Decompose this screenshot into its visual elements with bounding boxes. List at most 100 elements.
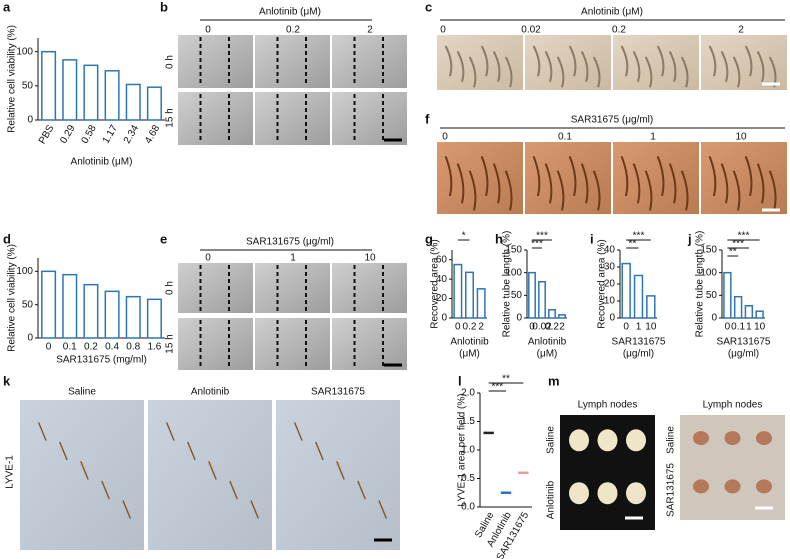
x-axis-label: Anlotinib [528,337,567,348]
column-label: 10 [364,253,376,264]
panel-letter: b [160,0,168,14]
y-tick-label: 0 [711,313,717,324]
y-tick-label: 100 [700,267,717,278]
micrograph [613,35,699,90]
micrograph [255,92,330,145]
panel-title: Anlotinib (μM) [581,7,643,18]
y-tick-label: 20 [436,293,448,304]
x-tick-label: 0 [46,342,52,353]
significance-label: *** [531,239,543,250]
panel-letter: g [425,231,433,246]
panel-title: Lymph nodes [578,400,638,411]
x-axis-label: (μM) [537,349,558,360]
row-label: LYVE-1 [5,455,16,489]
y-axis-label: LYVE-1 area per field (%) [457,393,468,506]
tube-structure [756,163,765,204]
y-tick-label: 60 [436,254,448,265]
x-tick-label: 1.6 [147,342,161,353]
photo [680,415,785,520]
bar [744,305,754,319]
y-tick-label: 150 [700,245,717,256]
bar [548,309,556,319]
panel-title: SAR131675 (μg/ml) [246,237,334,248]
lymph-node [756,431,772,446]
tube-structure [680,170,689,211]
x-tick-label: 1 [636,322,642,333]
tube-structure [668,163,677,204]
panel-letter: c [425,0,432,14]
bar [453,263,463,319]
bar [83,64,99,121]
vessel-stain [37,422,47,441]
column-label: 0 [205,253,211,264]
x-tick-label: 0 [725,322,731,333]
tube-structure [444,156,453,197]
y-tick-label: 50 [706,290,718,301]
micrograph [148,400,272,550]
panel-letter: j [687,231,692,246]
y-tick-label: 30 [604,262,616,273]
tube-structure [492,163,501,204]
micrograph [437,142,523,214]
tube-structure [532,45,541,77]
x-tick-label: 0 [455,322,461,333]
row-label: Anlotinib [546,480,557,519]
column-label: 0 [442,132,448,143]
tube-structure [532,156,541,197]
tube-structure [592,56,601,88]
bar [62,273,78,339]
x-axis-label: Anlotinib [450,337,489,348]
significance-label: ** [502,374,510,385]
y-tick-label: 0 [516,313,522,324]
y-tick-label: 40 [436,274,448,285]
bar [125,295,141,339]
x-axis-label: (μg/ml) [728,349,759,360]
x-tick-label: 1 [746,322,752,333]
x-tick-label: 0.58 [80,123,99,146]
x-tick-label: 4.68 [143,123,162,146]
bar [146,86,162,121]
bar [621,262,631,319]
micrograph [525,142,611,214]
vessel-stain [378,500,388,519]
tube-structure [768,170,777,211]
micrograph [178,92,253,145]
tube-structure [680,56,689,88]
micrograph [332,92,407,145]
column-label: 1 [650,132,656,143]
x-axis-label: SAR131675 [717,337,771,348]
column-label: 2 [738,25,744,36]
significance-label: *** [491,382,503,393]
column-label: 0.2 [612,25,626,36]
panel-letter: e [160,231,167,246]
vessel-stain [122,500,132,519]
panel-letter: a [3,0,11,14]
tube-structure [580,163,589,204]
bar [733,295,743,319]
y-tick-label: 50 [511,290,523,301]
row-label: SAR131675 [666,463,677,517]
tube-structure [632,51,641,83]
tube-structure [756,51,765,83]
tube-structure [568,156,577,197]
bar [83,283,99,339]
lymph-node [569,429,589,452]
significance-label: *** [738,231,750,242]
x-tick-label: 0.4 [105,342,119,353]
vessel-stain [58,441,68,461]
tube-structure [492,51,501,83]
tube-structure [732,56,741,88]
micrograph [276,400,400,550]
x-tick-label: 0.2 [545,322,559,333]
y-tick-label: 0 [441,313,447,324]
tube-structure [468,56,477,88]
y-tick-label: 2.0 [461,388,475,399]
y-tick-label: 20 [604,279,616,290]
micrograph [20,400,144,550]
x-tick-label: 0 [623,322,629,333]
y-tick-label: 1.5 [461,416,475,427]
lymph-node [756,479,772,494]
x-tick-label: 0.02 [532,322,552,333]
tube-structure [592,170,601,211]
